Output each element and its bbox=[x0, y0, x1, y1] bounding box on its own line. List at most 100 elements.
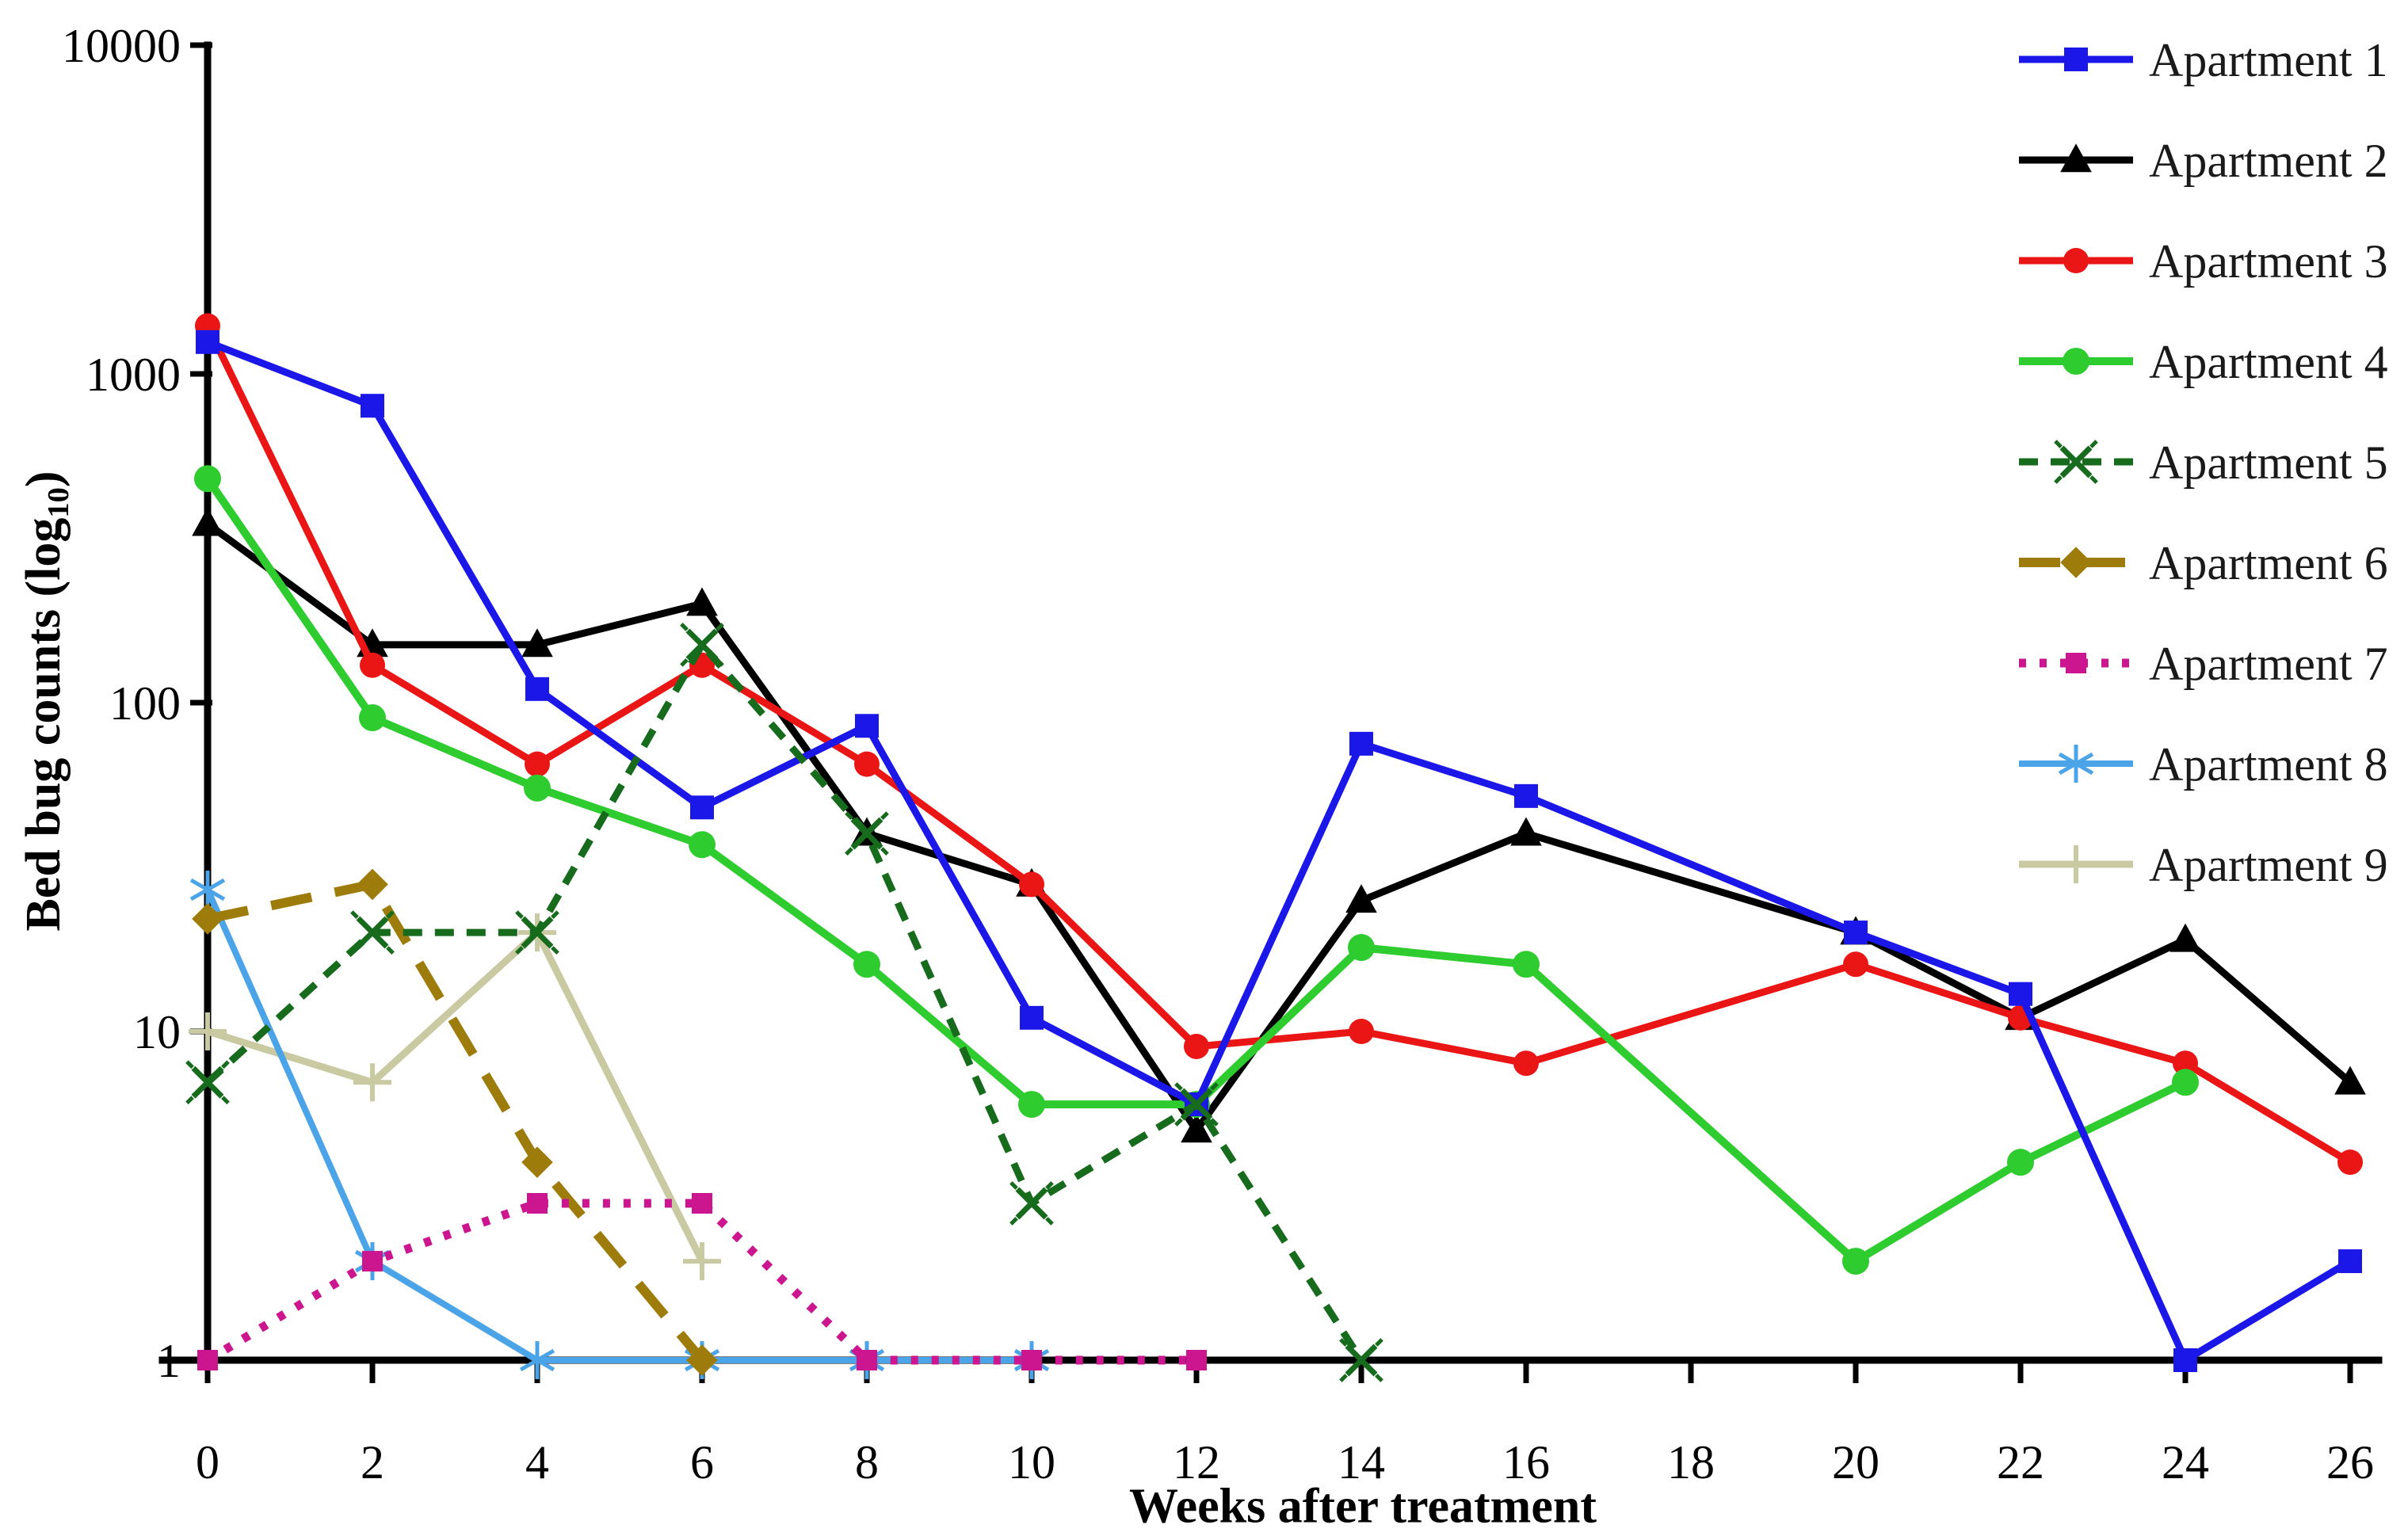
marker-circle bbox=[359, 703, 386, 731]
marker-square bbox=[1844, 921, 1868, 945]
marker-square bbox=[855, 714, 879, 738]
legend-item-label: Apartment 2 bbox=[2149, 135, 2388, 187]
series-line-apartment-6 bbox=[206, 879, 706, 1363]
x-tick-label: 10 bbox=[1008, 1436, 1055, 1489]
marker-circle bbox=[854, 751, 880, 777]
marker-plus bbox=[353, 1063, 391, 1102]
marker-square bbox=[1349, 731, 1373, 756]
legend-item-label: Apartment 7 bbox=[2149, 638, 2388, 690]
legend-item-apartment-4: Apartment 4 bbox=[2019, 336, 2388, 388]
marker-square bbox=[525, 677, 549, 701]
series-apartment-1 bbox=[196, 330, 2362, 1372]
legend-item-apartment-5: Apartment 5 bbox=[2019, 436, 2388, 489]
marker-asterisk bbox=[519, 1341, 555, 1379]
y-axis-title: Bed bug counts (log10) bbox=[16, 471, 76, 931]
legend: Apartment 1 Apartment 2 Apartment 3 Apartme… bbox=[2019, 34, 2388, 891]
series-line-apartment-3 bbox=[204, 324, 2353, 1165]
legend-item-apartment-7: Apartment 7 bbox=[2019, 638, 2388, 690]
legend-item-apartment-6: Apartment 6 bbox=[2019, 537, 2388, 589]
marker-circle bbox=[2172, 1069, 2199, 1096]
marker-circle bbox=[1349, 1019, 1374, 1044]
marker-square bbox=[2338, 1249, 2362, 1274]
marker-asterisk bbox=[189, 870, 226, 909]
marker-circle bbox=[2173, 1050, 2198, 1077]
series-apartment-6 bbox=[192, 868, 718, 1376]
marker-triangle bbox=[1510, 817, 1542, 846]
marker-x-cross bbox=[2054, 440, 2098, 484]
y-tick-label: 10000 bbox=[62, 20, 181, 72]
marker-triangle bbox=[1345, 884, 1377, 913]
y-axis-ticks: 1 10 100 1000 10000 bbox=[62, 20, 212, 1387]
x-tick-label: 26 bbox=[2326, 1436, 2374, 1489]
x-tick-label: 16 bbox=[1502, 1436, 1550, 1489]
marker-x-cross bbox=[845, 811, 889, 856]
marker-asterisk bbox=[2058, 745, 2094, 783]
marker-circle bbox=[689, 831, 716, 859]
marker-circle bbox=[2337, 1149, 2363, 1176]
marker-diamond bbox=[2060, 547, 2092, 578]
marker-triangle bbox=[686, 587, 718, 616]
marker-square bbox=[1514, 783, 1538, 808]
legend-item-label: Apartment 6 bbox=[2149, 537, 2388, 589]
marker-x-cross bbox=[515, 910, 559, 955]
marker-plus bbox=[189, 1012, 227, 1050]
y-axis-title-main: Bed bug counts (log bbox=[17, 517, 71, 932]
marker-circle bbox=[1018, 1091, 1045, 1119]
marker-circle bbox=[2007, 1149, 2034, 1176]
marker-triangle bbox=[2169, 923, 2201, 952]
legend-item-label: Apartment 1 bbox=[2149, 34, 2388, 86]
x-tick-label: 12 bbox=[1173, 1436, 1220, 1489]
marker-square bbox=[197, 1350, 218, 1370]
legend-item-apartment-8: Apartment 8 bbox=[2019, 738, 2388, 791]
x-tick-label: 8 bbox=[855, 1436, 879, 1489]
legend-item-apartment-3: Apartment 3 bbox=[2019, 235, 2388, 288]
marker-triangle bbox=[2334, 1065, 2366, 1095]
marker-plus bbox=[2057, 845, 2095, 883]
x-tick-label: 14 bbox=[1338, 1436, 1385, 1489]
marker-square bbox=[2066, 653, 2086, 673]
y-tick-label: 1 bbox=[157, 1335, 181, 1387]
marker-circle bbox=[1348, 934, 1375, 962]
x-tick-label: 22 bbox=[1997, 1436, 2044, 1489]
marker-circle bbox=[2063, 248, 2089, 273]
marker-square bbox=[690, 795, 714, 820]
series-apartment-3 bbox=[195, 313, 2363, 1176]
series-apartment-5 bbox=[185, 623, 1383, 1382]
marker-x-cross bbox=[680, 623, 724, 667]
marker-circle bbox=[1019, 871, 1044, 898]
marker-square bbox=[527, 1192, 548, 1214]
y-tick-label: 100 bbox=[109, 677, 181, 730]
marker-square bbox=[361, 394, 384, 418]
marker-diamond bbox=[686, 1344, 718, 1376]
marker-diamond bbox=[357, 868, 388, 901]
marker-circle bbox=[525, 751, 550, 777]
y-axis-title-close: ) bbox=[17, 471, 71, 488]
x-axis-ticks: 0 2 4 6 8 10 12 14 16 18 20 22 24 26 bbox=[196, 1360, 2374, 1489]
axes bbox=[158, 41, 2383, 1364]
marker-square bbox=[196, 330, 219, 354]
marker-triangle bbox=[1181, 1114, 1212, 1143]
legend-item-label: Apartment 3 bbox=[2149, 235, 2388, 288]
x-tick-label: 4 bbox=[525, 1436, 549, 1489]
series-line-apartment-9 bbox=[206, 926, 706, 1264]
marker-square bbox=[692, 1192, 712, 1214]
legend-item-apartment-2: Apartment 2 bbox=[2019, 135, 2388, 187]
marker-circle bbox=[2063, 348, 2089, 375]
y-tick-label: 1000 bbox=[86, 349, 181, 401]
marker-circle bbox=[1843, 951, 1868, 978]
series-apartment-7 bbox=[197, 1192, 1207, 1370]
marker-circle bbox=[524, 774, 551, 802]
legend-item-apartment-1: Apartment 1 bbox=[2019, 34, 2388, 86]
marker-x-cross bbox=[350, 910, 395, 955]
marker-square bbox=[2173, 1348, 2197, 1372]
marker-triangle bbox=[521, 628, 553, 658]
x-tick-label: 6 bbox=[690, 1436, 714, 1489]
y-tick-label: 10 bbox=[133, 1006, 181, 1058]
x-tick-label: 2 bbox=[361, 1436, 384, 1489]
x-tick-label: 24 bbox=[2162, 1436, 2209, 1489]
marker-x-cross bbox=[1339, 1338, 1383, 1382]
series-apartment-9 bbox=[189, 913, 721, 1281]
marker-plus bbox=[683, 1242, 721, 1281]
